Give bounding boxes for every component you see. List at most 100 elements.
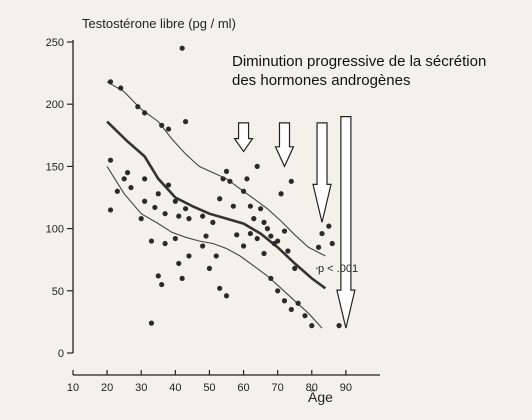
y-axis-label: Testostérone libre (pg / ml) [82,16,236,31]
data-point [180,46,185,51]
lower-band-line [107,166,322,328]
x-tick-label: 50 [203,382,215,394]
data-point [227,179,232,184]
data-point [330,241,335,246]
data-point [261,251,266,256]
data-point [108,207,113,212]
down-arrow [275,123,293,167]
data-point [217,286,222,291]
data-point [275,288,280,293]
data-point [166,126,171,131]
data-point [166,182,171,187]
data-point [156,273,161,278]
x-tick-label: 40 [169,382,181,394]
data-point [265,226,270,231]
data-point [278,191,283,196]
data-point [210,220,215,225]
y-tick-label: 250 [46,37,64,49]
data-point [108,79,113,84]
data-point [207,266,212,271]
data-point [186,253,191,258]
data-point [282,298,287,303]
data-point [234,232,239,237]
data-point [248,231,253,236]
y-tick-label: 150 [46,161,64,173]
data-point [200,243,205,248]
data-point [200,214,205,219]
y-tick-label: 0 [58,348,64,360]
down-arrow [313,123,331,223]
x-axis-label: Âge [308,389,333,405]
data-point [214,253,219,258]
data-point [258,206,263,211]
x-tick-label: 60 [237,382,249,394]
x-tick-label: 20 [101,382,113,394]
data-point [176,214,181,219]
arrows [235,117,355,328]
down-arrow [337,117,355,328]
data-point [183,119,188,124]
data-point [251,216,256,221]
y-tick-label: 50 [52,286,64,298]
annotation: Diminution progressive de la sécrétion d… [232,52,486,90]
data-point [173,199,178,204]
data-point [122,176,127,181]
data-point [173,236,178,241]
data-point [180,276,185,281]
data-point [316,245,321,250]
confidence-bands [107,82,325,328]
data-point [163,211,168,216]
data-point [118,85,123,90]
data-point [268,276,273,281]
data-point [241,189,246,194]
data-point [282,228,287,233]
data-point [289,307,294,312]
data-point [115,189,120,194]
data-point [142,199,147,204]
data-point [261,220,266,225]
data-point [268,233,273,238]
data-point [108,158,113,163]
annotation-line-1: Diminution progressive de la sécrétion [232,52,486,71]
data-point [186,216,191,221]
data-point [149,238,154,243]
data-point [302,313,307,318]
data-point [142,176,147,181]
data-point [255,236,260,241]
data-point [135,104,140,109]
data-point [159,123,164,128]
data-point [336,323,341,328]
data-point [152,205,157,210]
data-point [285,248,290,253]
data-point [248,204,253,209]
down-arrow [235,123,253,152]
data-point [125,170,130,175]
data-point [176,261,181,266]
data-point [159,282,164,287]
x-tick-label: 70 [272,382,284,394]
data-point [241,243,246,248]
data-point [217,196,222,201]
x-tick-label: 30 [135,382,147,394]
data-point [139,216,144,221]
data-point [292,266,297,271]
data-point [296,301,301,306]
x-tick-label: 10 [67,382,79,394]
data-point [149,321,154,326]
x-tick-label: 90 [340,382,352,394]
y-tick-label: 200 [46,99,64,111]
data-point [224,293,229,298]
data-point [224,169,229,174]
data-point [309,323,314,328]
data-point [326,224,331,229]
data-point [319,231,324,236]
annotation-line-2: des hormones androgènes [232,71,486,90]
y-tick-label: 100 [46,224,64,236]
data-point [255,164,260,169]
data-point [244,176,249,181]
data-point [203,233,208,238]
data-point [289,179,294,184]
data-point [231,204,236,209]
data-point [275,238,280,243]
